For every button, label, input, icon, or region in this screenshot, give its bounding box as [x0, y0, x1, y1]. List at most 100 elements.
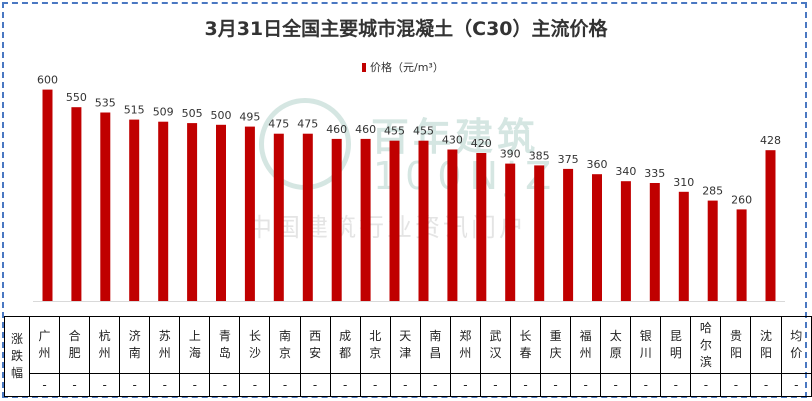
- category-label-青岛: 青岛: [209, 316, 241, 374]
- bar-北京: [360, 138, 371, 301]
- bar-青岛: [216, 124, 226, 301]
- watermark-en: 100NJZ: [373, 154, 560, 198]
- category-label-广州: 广州: [28, 316, 61, 374]
- change-value-武汉: -: [479, 373, 511, 397]
- bar-天津: [389, 140, 400, 301]
- bar-上海: [187, 123, 198, 301]
- data-label-昆明: 335: [644, 167, 665, 180]
- change-row: --------------------------: [5, 373, 812, 397]
- data-label-福州: 375: [558, 153, 579, 166]
- bar-南昌: [418, 140, 429, 301]
- bar-昆明: [649, 183, 660, 301]
- data-label-杭州: 535: [95, 97, 116, 110]
- data-label-南京: 475: [268, 118, 289, 131]
- change-value-长春: -: [509, 373, 542, 397]
- change-value-青岛: -: [209, 373, 241, 397]
- data-label-长春: 390: [500, 148, 521, 161]
- change-value-昆明: -: [660, 373, 692, 397]
- data-label-武汉: 420: [471, 137, 492, 150]
- data-label-银川: 340: [615, 165, 636, 178]
- change-value-郑州: -: [449, 373, 481, 397]
- change-value-西安: -: [299, 373, 331, 397]
- change-value-济南: -: [119, 373, 151, 397]
- category-label-杭州: 杭州: [89, 316, 121, 374]
- change-value-哈尔滨: -: [690, 373, 722, 397]
- change-value-成都: -: [329, 373, 361, 397]
- data-label-济南: 515: [124, 104, 145, 117]
- change-value-杭州: -: [89, 373, 121, 397]
- data-label-天津: 455: [384, 125, 405, 138]
- change-value-北京: -: [359, 373, 391, 397]
- category-label-郑州: 郑州: [449, 316, 481, 374]
- category-label-银川: 银川: [630, 316, 662, 374]
- bar-郑州: [447, 149, 458, 301]
- category-label-北京: 北京: [359, 316, 391, 374]
- category-label-南京: 南京: [269, 316, 301, 374]
- bar-成都: [331, 138, 342, 301]
- category-label-苏州: 苏州: [149, 316, 181, 374]
- data-label-沈阳: 260: [731, 193, 752, 206]
- change-value-福州: -: [570, 373, 602, 397]
- change-value-均价: -: [780, 373, 812, 397]
- data-label-广州: 600: [37, 74, 58, 87]
- change-value-重庆: -: [540, 373, 572, 397]
- bar-福州: [563, 168, 574, 301]
- bar-银川: [620, 181, 631, 301]
- data-label-南昌: 455: [413, 125, 434, 138]
- category-label-上海: 上海: [179, 316, 211, 374]
- category-label-西安: 西安: [299, 316, 331, 374]
- category-label-昆明: 昆明: [660, 316, 692, 374]
- bar-重庆: [534, 165, 545, 301]
- data-label-青岛: 500: [211, 109, 232, 122]
- category-label-福州: 福州: [570, 316, 602, 374]
- change-value-广州: -: [28, 373, 61, 397]
- bar-合肥: [71, 107, 82, 301]
- category-label-合肥: 合肥: [59, 316, 91, 374]
- bar-长沙: [244, 126, 255, 301]
- bar-广州: [42, 89, 53, 301]
- bar-chart: 600 550 535 515 509 505 500 495 475 475 460 460 455 4…: [33, 74, 785, 302]
- category-label-长沙: 长沙: [239, 316, 271, 374]
- bar-南京: [273, 133, 284, 301]
- change-value-银川: -: [630, 373, 662, 397]
- bar-太原: [592, 174, 602, 301]
- change-value-长沙: -: [239, 373, 271, 397]
- category-label-重庆: 重庆: [540, 316, 572, 374]
- bar-贵阳: [707, 200, 718, 301]
- category-label-武汉: 武汉: [479, 316, 511, 374]
- category-label-长春: 长春: [509, 316, 542, 374]
- change-value-沈阳: -: [750, 373, 782, 397]
- category-label-成都: 成都: [329, 316, 361, 374]
- change-value-南昌: -: [419, 373, 451, 397]
- category-label-贵阳: 贵阳: [720, 316, 752, 374]
- legend-swatch: [362, 62, 366, 72]
- data-label-长沙: 495: [239, 111, 260, 124]
- category-label-哈尔滨: 哈尔滨: [690, 316, 722, 374]
- change-value-上海: -: [179, 373, 211, 397]
- bar-均价: [765, 150, 776, 301]
- change-value-贵阳: -: [720, 373, 752, 397]
- data-label-郑州: 430: [442, 134, 463, 147]
- data-label-西安: 475: [297, 118, 318, 131]
- bar-西安: [302, 133, 313, 301]
- data-label-贵阳: 285: [702, 185, 723, 198]
- data-table: 涨跌幅 广州合肥杭州济南苏州上海青岛长沙南京西安成都北京天津南昌郑州武汉长春重庆…: [4, 316, 812, 397]
- data-label-上海: 505: [182, 107, 203, 120]
- category-label-太原: 太原: [600, 316, 632, 374]
- change-value-天津: -: [389, 373, 421, 397]
- change-row-header: 涨跌幅: [4, 316, 30, 397]
- bar-杭州: [100, 112, 111, 301]
- data-label-均价: 428: [760, 134, 781, 147]
- category-label-天津: 天津: [389, 316, 421, 374]
- data-label-太原: 360: [587, 158, 608, 171]
- bar-沈阳: [736, 209, 747, 301]
- category-label-沈阳: 沈阳: [750, 316, 782, 374]
- data-label-合肥: 550: [66, 91, 87, 104]
- data-label-北京: 460: [355, 123, 376, 136]
- change-value-太原: -: [600, 373, 632, 397]
- category-label-济南: 济南: [119, 316, 151, 374]
- bar-武汉: [476, 153, 487, 301]
- legend-label: 价格（元/m³）: [370, 61, 444, 74]
- bar-长春: [505, 163, 516, 301]
- chart-title: 3月31日全国主要城市混凝土（C30）主流价格: [204, 18, 608, 40]
